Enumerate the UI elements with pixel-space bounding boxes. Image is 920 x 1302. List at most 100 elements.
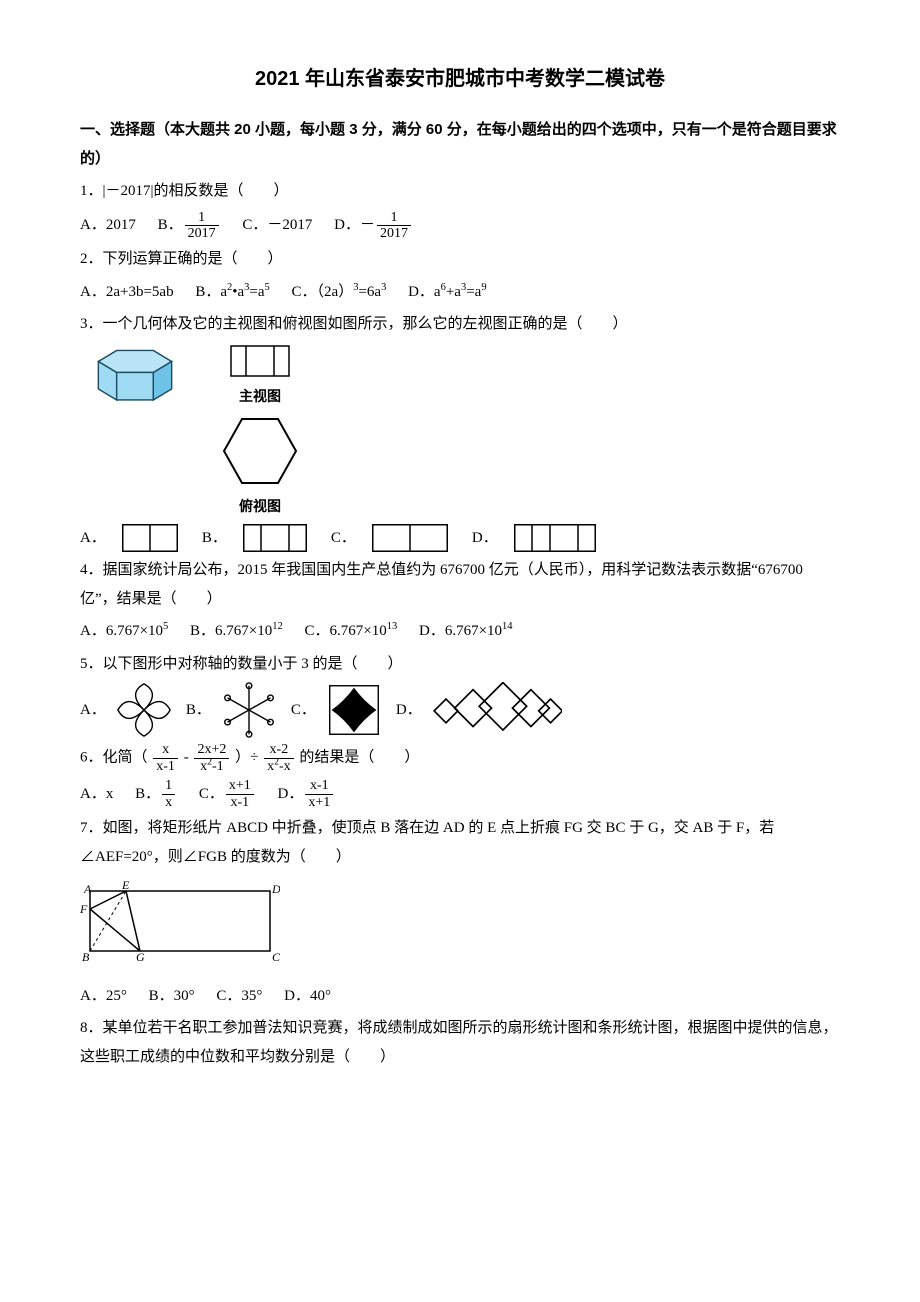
- t: D．a: [408, 284, 441, 300]
- svg-text:C: C: [272, 950, 280, 961]
- q4-opt-d: D．6.767×1014: [419, 623, 513, 639]
- svg-text:A: A: [83, 882, 92, 896]
- q7-stem: 7．如图，将矩形纸片 ABCD 中折叠，使顶点 B 落在边 AD 的 E 点上折…: [80, 814, 840, 871]
- q4-options: A．6.767×105 B．6.767×1012 C．6.767×1013 D．…: [80, 617, 840, 646]
- t: B．: [135, 786, 160, 802]
- q3-top-label: 俯视图: [239, 493, 281, 520]
- t: 1x: [162, 778, 175, 810]
- q3-views: 主视图 俯视图: [220, 345, 300, 520]
- q5-opt-d-label: D．: [396, 696, 422, 725]
- t: ）÷: [235, 750, 262, 766]
- q5-opt-d-fig: [432, 682, 563, 738]
- t: B．6.767×10: [190, 623, 272, 639]
- q2-opt-d: D．a6+a3=a9: [408, 284, 487, 300]
- q6-opt-c: C．x+1x-1: [199, 786, 256, 802]
- t: C．6.767×10: [305, 623, 387, 639]
- t: 6．化简（: [80, 750, 148, 766]
- q6-opt-b: B．1x: [135, 786, 177, 802]
- t: B．a: [195, 284, 227, 300]
- q3-figures: 主视图 俯视图: [80, 345, 840, 520]
- q1-d-frac: 12017: [377, 210, 411, 242]
- q1-d-pre: D．－: [334, 217, 375, 233]
- q1-b-den: 2017: [185, 226, 219, 241]
- q5-opt-b-fig: [221, 682, 277, 738]
- q6-frac3: x-2x2-x: [264, 742, 294, 774]
- q3-options: A． B． C． D．: [80, 524, 840, 553]
- q1-b-num: 1: [185, 210, 219, 226]
- page-title: 2021 年山东省泰安市肥城市中考数学二模试卷: [80, 60, 840, 98]
- q5-opt-a-fig: [116, 682, 172, 738]
- q5-stem: 5．以下图形中对称轴的数量小于 3 的是（ ）: [80, 650, 840, 679]
- q1-opt-a: A．2017: [80, 217, 136, 233]
- q3-opt-a-label: A．: [80, 524, 106, 553]
- t: 5: [265, 282, 270, 293]
- t: =a: [249, 284, 264, 300]
- q3-solid-icon: [80, 345, 190, 409]
- q8-stem: 8．某单位若干名职工参加普法知识竞赛，将成绩制成如图所示的扇形统计图和条形统计图…: [80, 1014, 840, 1071]
- t: 13: [387, 621, 398, 632]
- section-header: 一、选择题（本大题共 20 小题，每小题 3 分，满分 60 分，在每小题给出的…: [80, 116, 840, 173]
- q1-opt-c: C．－2017: [242, 217, 312, 233]
- t: x-1: [153, 759, 178, 774]
- t: x-1x+1: [305, 778, 333, 810]
- svg-text:E: E: [121, 881, 130, 892]
- q7-opt-b: B．30°: [149, 988, 195, 1004]
- t: 5: [163, 621, 168, 632]
- t: •a: [232, 284, 244, 300]
- t: 12: [272, 621, 283, 632]
- t: 3: [381, 282, 386, 293]
- t: A．6.767×10: [80, 623, 163, 639]
- q7-options: A．25° B．30° C．35° D．40°: [80, 982, 840, 1011]
- q4-opt-a: A．6.767×105: [80, 623, 168, 639]
- q3-opt-d-label: D．: [472, 524, 498, 553]
- t: x: [162, 795, 175, 810]
- q2-opt-b: B．a2•a3=a5: [195, 284, 269, 300]
- q5-opt-c-label: C．: [291, 696, 316, 725]
- q1-d-num: 1: [377, 210, 411, 226]
- t: 9: [481, 282, 486, 293]
- q7-opt-a: A．25°: [80, 988, 127, 1004]
- t: -x: [279, 759, 291, 774]
- q6-options: A．x B．1x C．x+1x-1 D．x-1x+1: [80, 778, 840, 810]
- t: x+1x-1: [226, 778, 254, 810]
- t: 14: [502, 621, 513, 632]
- q6-opt-d: D．x-1x+1: [278, 786, 336, 802]
- q2-options: A．2a+3b=5ab B．a2•a3=a5 C．（2a）3=6a3 D．a6+…: [80, 278, 840, 307]
- q1-stem: 1．|－2017|的相反数是（ ）: [80, 177, 840, 206]
- q3-front-view: [230, 345, 290, 377]
- t: 1: [162, 778, 175, 794]
- q4-opt-c: C．6.767×1013: [305, 623, 398, 639]
- q6-stem: 6．化简（ xx-1 - 2x+2x2-1 ）÷ x-2x2-x 的结果是（ ）: [80, 742, 840, 774]
- q4-stem: 4．据国家统计局公布，2015 年我国国内生产总值约为 676700 亿元（人民…: [80, 556, 840, 613]
- q3-top-view: [220, 415, 300, 487]
- t: x2-1: [194, 759, 229, 774]
- t: =6a: [358, 284, 381, 300]
- q6-frac1: xx-1: [153, 742, 178, 774]
- q7-figure: A E D F B G C: [80, 881, 280, 961]
- q7-opt-d: D．40°: [284, 988, 331, 1004]
- q5-opt-a-label: A．: [80, 696, 106, 725]
- q1-opt-b: B．12017: [158, 217, 225, 233]
- t: -: [184, 750, 193, 766]
- t: x2-x: [264, 759, 294, 774]
- q3-opt-b-label: B．: [202, 524, 227, 553]
- q1-b-frac: 12017: [185, 210, 219, 242]
- q1-b-pre: B．: [158, 217, 183, 233]
- q1-opt-d: D．－12017: [334, 217, 413, 233]
- t: =a: [466, 284, 481, 300]
- q2-opt-c: C．（2a）3=6a3: [292, 284, 387, 300]
- q3-opt-a-fig: [122, 524, 178, 552]
- q3-opt-b-fig: [243, 524, 307, 552]
- q5-options: A． B． C． D．: [80, 682, 840, 738]
- svg-text:F: F: [80, 902, 88, 916]
- q3-stem: 3．一个几何体及它的主视图和俯视图如图所示，那么它的左视图正确的是（ ）: [80, 310, 840, 339]
- q1-d-den: 2017: [377, 226, 411, 241]
- q2-opt-a: A．2a+3b=5ab: [80, 284, 174, 300]
- t: 的结果是（ ）: [299, 750, 419, 766]
- t: x+1: [305, 795, 333, 810]
- t: -1: [212, 759, 224, 774]
- t: x-1: [305, 778, 333, 794]
- q7-opt-c: C．35°: [216, 988, 262, 1004]
- q2-stem: 2．下列运算正确的是（ ）: [80, 245, 840, 274]
- q1-options: A．2017 B．12017 C．－2017 D．－12017: [80, 210, 840, 242]
